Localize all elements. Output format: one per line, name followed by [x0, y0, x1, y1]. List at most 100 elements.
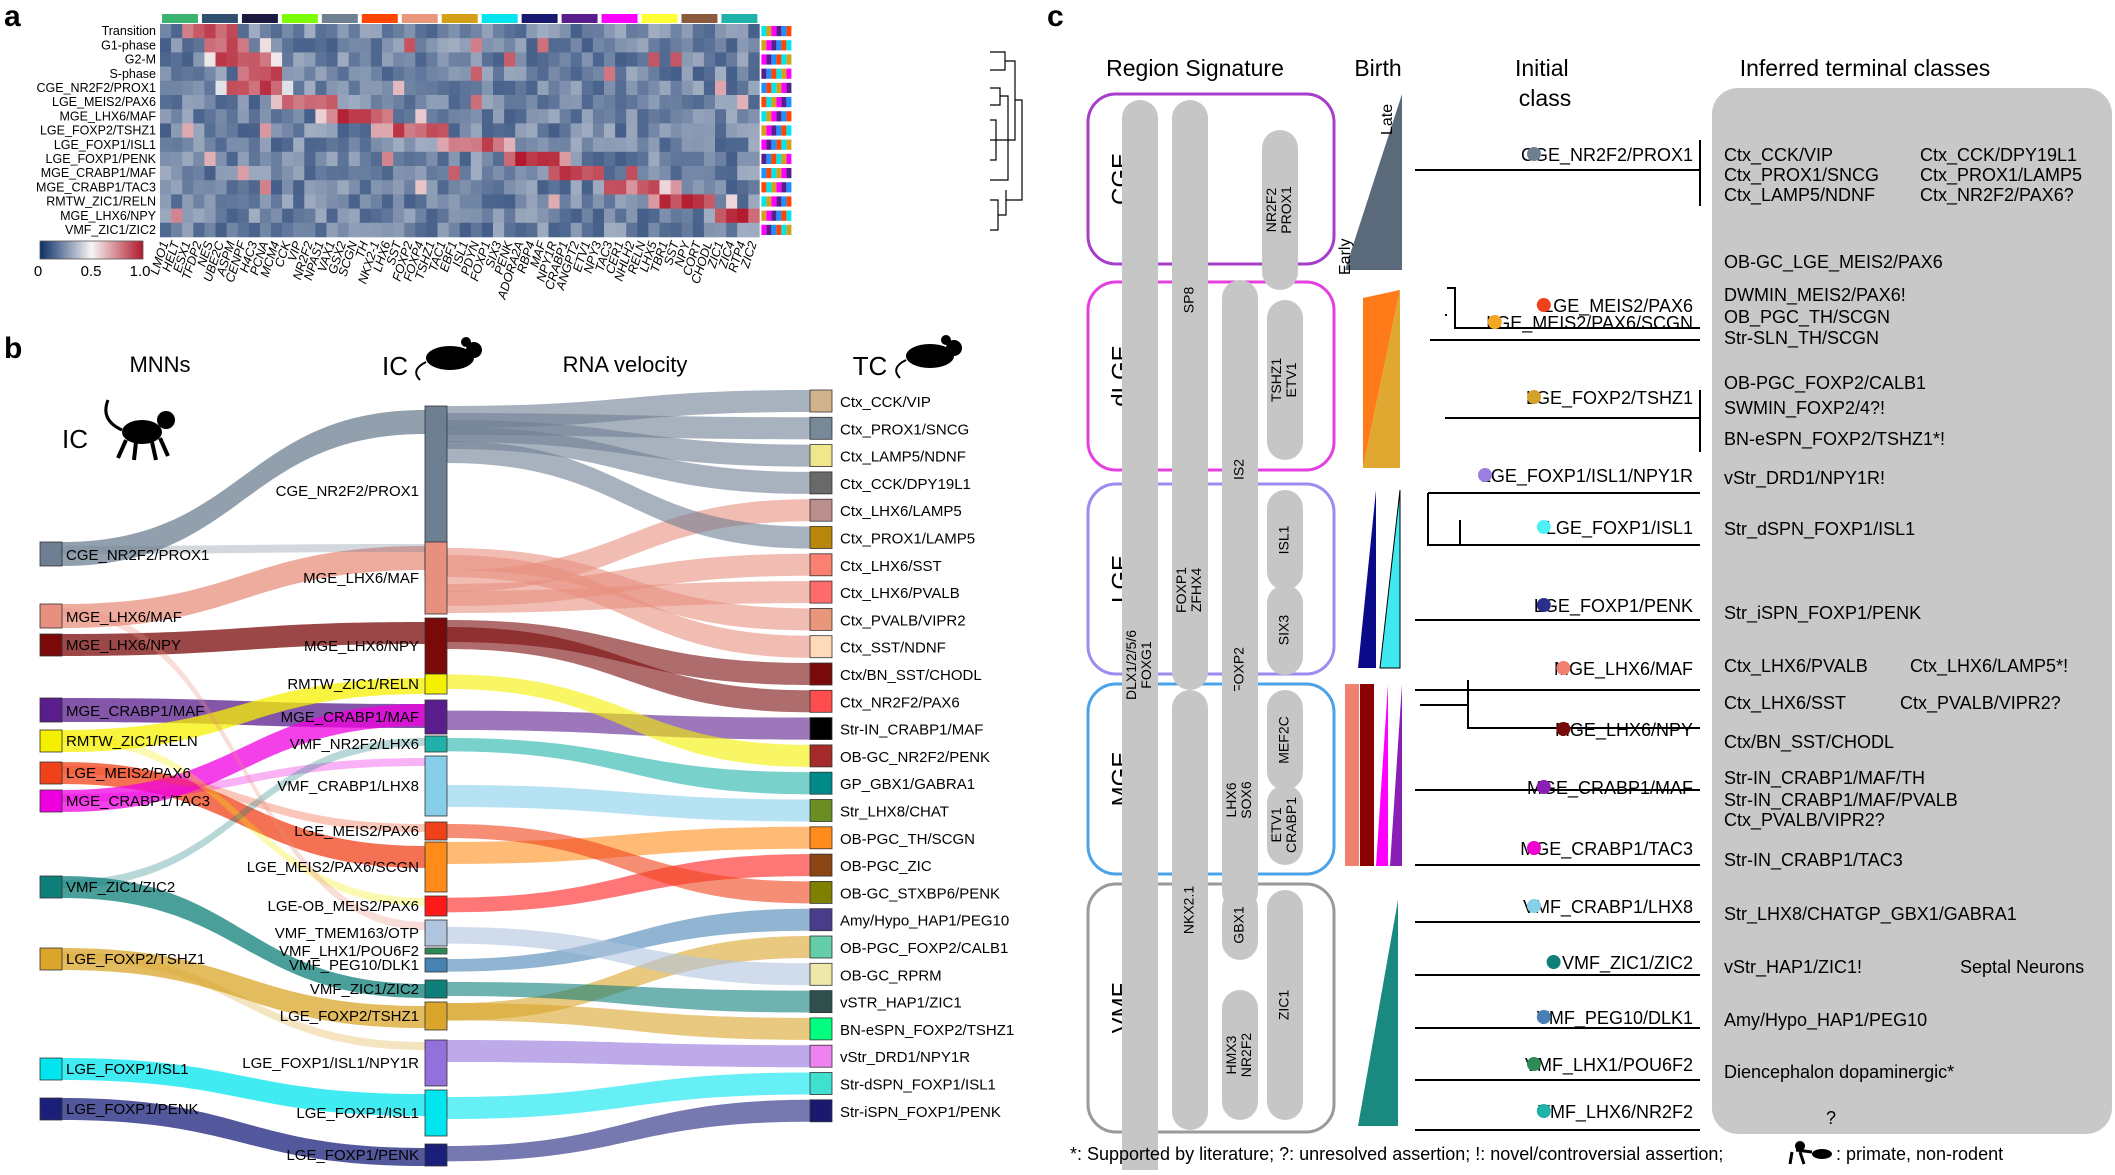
heatmap-cell — [592, 180, 605, 195]
heatmap-cell — [259, 52, 272, 67]
heatmap-cell — [537, 52, 549, 67]
right-annotation-cell — [771, 111, 777, 122]
heatmap-cell — [393, 151, 405, 167]
heatmap-cell — [160, 166, 172, 181]
heatmap-cell — [337, 38, 349, 53]
heatmap-cell — [282, 80, 294, 96]
heatmap-cell — [259, 95, 272, 110]
heatmap-cell — [326, 208, 338, 224]
sankey-left-node — [39, 1097, 63, 1121]
sankey-link-velocity — [447, 420, 810, 467]
right-annotation-cell — [761, 210, 767, 221]
heatmap-cell — [237, 137, 250, 153]
heatmap-cell — [393, 24, 405, 39]
sankey-left-node-label: RMTW_ZIC1/RELN — [66, 733, 198, 750]
right-annotation-cell — [781, 196, 787, 207]
heatmap-cell — [171, 52, 183, 67]
heatmap-cell — [470, 66, 483, 82]
heatmap-cell — [481, 137, 494, 153]
top-color-block — [162, 14, 198, 23]
heatmap-cell — [581, 95, 594, 110]
heatmap-cell — [160, 123, 172, 138]
heatmap-cell — [437, 38, 449, 53]
heatmap-cell — [160, 194, 172, 209]
heatmap-cell — [259, 151, 272, 167]
heatmap-cell — [304, 208, 316, 224]
signature-pill — [1262, 130, 1298, 290]
heatmap-cell — [326, 38, 338, 53]
heatmap-cell — [448, 80, 460, 96]
heatmap-cell — [581, 80, 594, 96]
header-ic-left: IC — [62, 424, 88, 454]
sankey-link-mnn-minor — [62, 766, 425, 832]
header-mnns: MNNs — [129, 352, 190, 377]
heatmap-cell — [737, 24, 749, 39]
heatmap-cell — [370, 137, 383, 153]
sankey-tc-node — [809, 881, 833, 904]
signature-pill — [1122, 100, 1158, 1175]
heatmap-cell — [681, 123, 694, 138]
heatmap-cell — [703, 123, 716, 138]
right-annotation-cell — [786, 54, 792, 65]
heatmap-cell — [592, 52, 605, 67]
header-birth: Birth — [1354, 55, 1401, 81]
heatmap-cell — [470, 80, 483, 96]
heatmap-cell — [415, 208, 427, 224]
signature-pill-label: SOX6 — [1238, 781, 1254, 819]
right-annotation-cell — [766, 82, 772, 93]
sankey-tc-node — [809, 826, 833, 850]
heatmap-cell — [648, 166, 660, 181]
heatmap-cell — [637, 52, 649, 67]
heatmap-cell — [526, 137, 538, 153]
heatmap-cell — [282, 66, 294, 82]
heatmap-cell — [215, 208, 227, 224]
heatmap-cell — [659, 222, 671, 238]
heatmap-cell — [282, 151, 294, 167]
heatmap-cell — [293, 208, 305, 224]
terminal-class-label: ? — [1826, 1108, 1836, 1128]
heatmap-cell — [559, 95, 571, 110]
heatmap-cell — [703, 66, 716, 82]
heatmap-cell — [559, 80, 571, 96]
heatmap-cell — [726, 208, 738, 224]
heatmap-cell — [404, 38, 416, 53]
terminal-class-label: DWMIN_MEIS2/PAX6! — [1724, 285, 1906, 306]
heatmap-cell — [348, 24, 361, 39]
heatmap-cell — [481, 166, 494, 181]
heatmap-cell — [160, 109, 172, 124]
sankey-tc-node-label: BN-eSPN_FOXP2/TSHZ1 — [840, 1022, 1014, 1039]
heatmap-cell — [215, 194, 227, 209]
heatmap-row-label: S-phase — [109, 67, 156, 81]
heatmap-cell — [537, 222, 549, 238]
heatmap-cell — [626, 180, 638, 195]
right-annotation-cell — [781, 111, 787, 122]
heatmap-cell — [415, 24, 427, 39]
heatmap-cell — [293, 151, 305, 167]
heatmap-cell — [559, 66, 571, 82]
sankey-tc-node-label: Ctx_CCK/DPY19L1 — [840, 476, 971, 493]
signature-pill-label: ISL1 — [1276, 525, 1292, 554]
heatmap-cell — [182, 66, 194, 82]
heatmap-cell — [282, 222, 294, 238]
heatmap-cell — [470, 180, 483, 195]
sankey-tc-node-label: Ctx_PROX1/SNCG — [840, 421, 969, 438]
heatmap-cell — [382, 24, 394, 39]
heatmap-row-label: LGE_MEIS2/PAX6 — [52, 95, 156, 109]
right-annotation-cell — [766, 26, 772, 37]
heatmap-cell — [659, 194, 671, 209]
heatmap-cell — [703, 80, 716, 96]
heatmap-cell — [626, 52, 638, 67]
heatmap-cell — [304, 194, 316, 209]
heatmap-cell — [481, 151, 494, 167]
heatmap-cell — [637, 80, 649, 96]
sankey-ic-node-label: LGE_FOXP1/ISL1/NPY1R — [242, 1055, 419, 1072]
heatmap-cell — [293, 80, 305, 96]
heatmap-cell — [271, 222, 283, 238]
heatmap-cell — [393, 166, 405, 181]
birth-triangle-mge-d — [1390, 684, 1402, 866]
heatmap-cell — [226, 80, 238, 96]
heatmap-cell — [570, 208, 583, 224]
heatmap-cell — [726, 123, 738, 138]
region-box — [1086, 92, 1336, 266]
sankey-tc-node — [809, 771, 833, 795]
